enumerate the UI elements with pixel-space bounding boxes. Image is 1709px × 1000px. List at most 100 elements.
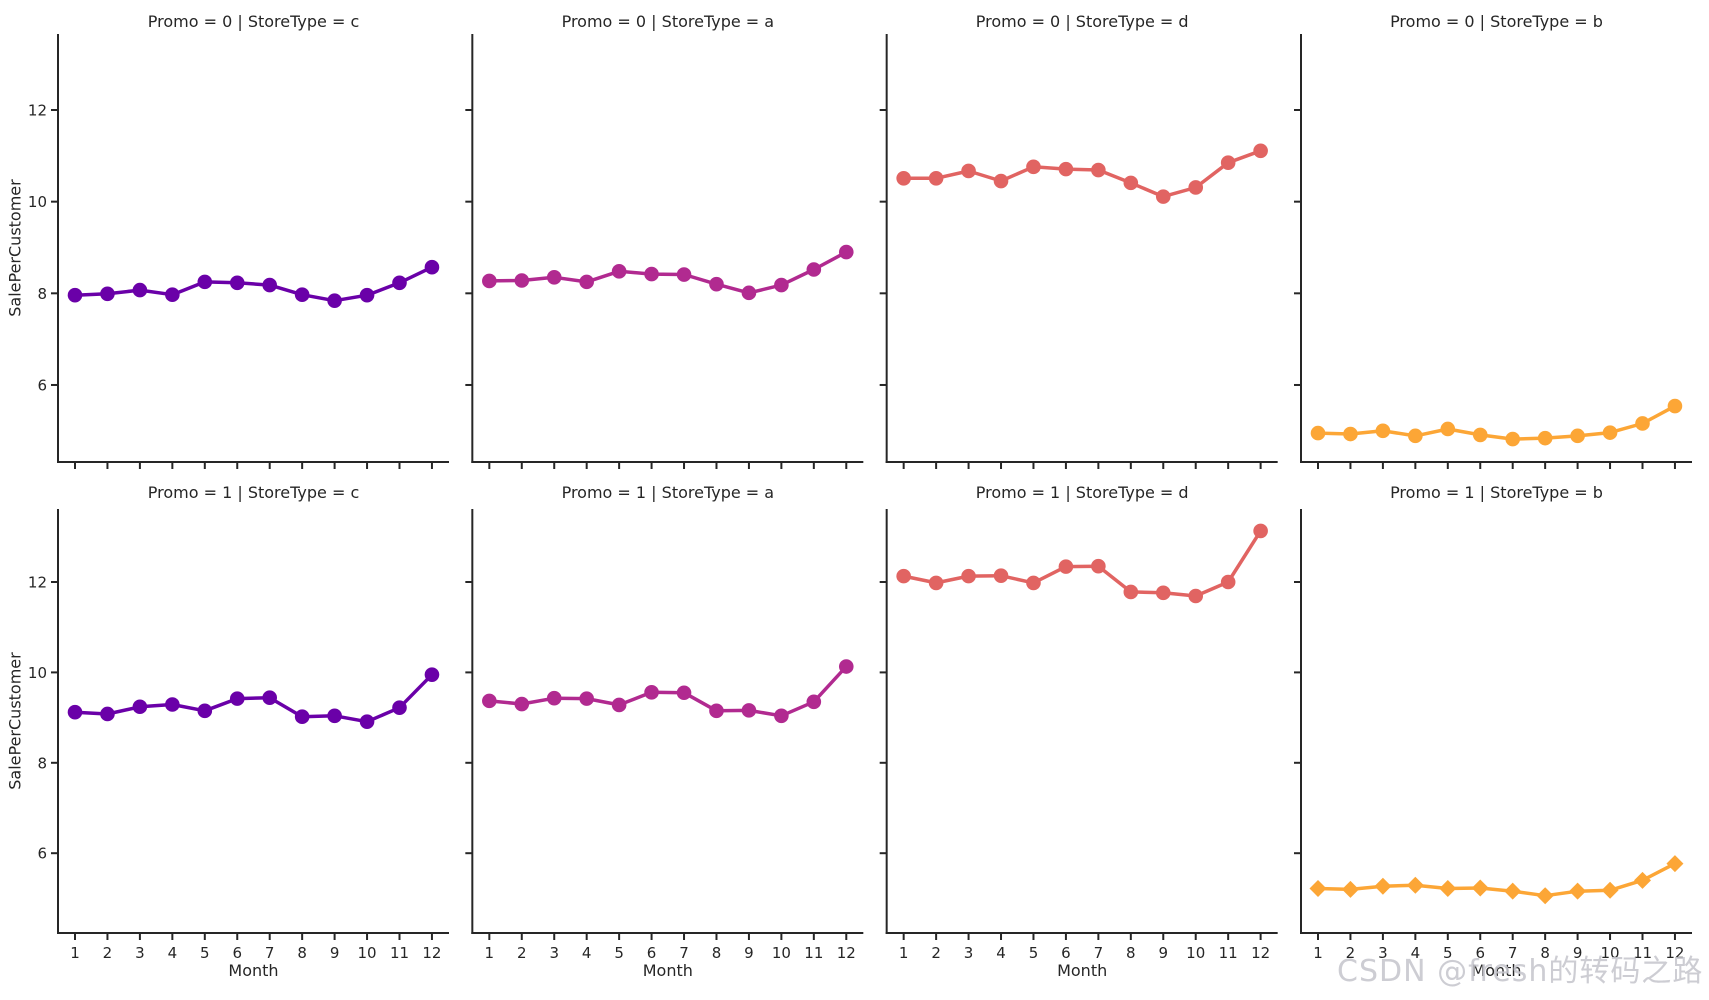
x-tick-label: 1: [899, 944, 909, 962]
data-point-marker: [1220, 155, 1236, 171]
data-point-marker: [1220, 574, 1236, 590]
y-tick-label: 10: [28, 664, 47, 682]
x-tick-label: 6: [1475, 944, 1485, 962]
x-tick-label: 1: [70, 944, 80, 962]
data-point-marker: [1343, 426, 1358, 442]
data-point-marker: [1408, 428, 1423, 444]
x-tick-label: 6: [1061, 944, 1071, 962]
x-tick-label: 7: [679, 944, 689, 962]
data-point-marker: [1091, 162, 1106, 178]
data-point-marker: [1155, 189, 1171, 204]
x-tick-label: 9: [1158, 944, 1168, 962]
data-point-marker: [741, 703, 757, 718]
data-point-marker: [1505, 431, 1520, 447]
data-point-marker: [1155, 585, 1171, 601]
x-tick-label: 1: [485, 944, 495, 962]
facet-title-promo0-storetype-a: Promo = 0 | StoreType = a: [561, 12, 775, 31]
data-point-marker: [514, 696, 530, 712]
y-tick-label: 12: [28, 102, 47, 120]
x-tick-label: 7: [1508, 944, 1518, 962]
data-point-marker: [1253, 143, 1268, 159]
series-line: [487, 250, 849, 295]
x-tick-label: 1: [1313, 944, 1323, 962]
data-point-marker: [676, 267, 692, 282]
data-point-marker: [229, 275, 245, 291]
data-point-marker: [1123, 175, 1139, 191]
x-tick-label: 12: [1251, 944, 1270, 962]
y-axis-label-row1: SalePerCustomer: [5, 652, 25, 790]
data-point-marker: [1375, 423, 1391, 439]
data-point-marker: [392, 700, 407, 715]
data-point-marker: [1188, 588, 1204, 604]
data-point-marker: [1440, 421, 1456, 437]
data-point-marker: [928, 170, 944, 186]
data-point-marker: [1504, 882, 1522, 900]
x-tick-label: 11: [390, 944, 409, 962]
y-axis-label-row0: SalePerCustomer: [5, 179, 25, 317]
x-tick-label: 8: [1540, 944, 1550, 962]
y-tick-label: 6: [37, 376, 47, 394]
x-tick-label: 12: [422, 944, 441, 962]
data-point-marker: [611, 697, 627, 713]
data-point-marker: [327, 293, 342, 308]
data-point-marker: [327, 708, 342, 724]
x-tick-label: 5: [614, 944, 624, 962]
data-point-marker: [961, 568, 976, 584]
csdn-watermark: CSDN @fresh的转码之路: [1337, 954, 1704, 989]
x-axis-label-col1: Month: [642, 961, 693, 980]
data-point-marker: [1253, 523, 1268, 539]
x-tick-label: 8: [712, 944, 722, 962]
data-point-marker: [1666, 855, 1684, 873]
data-point-marker: [546, 690, 562, 706]
data-point-marker: [546, 269, 562, 285]
data-point-marker: [709, 276, 724, 292]
x-tick-label: 4: [168, 944, 178, 962]
data-point-marker: [709, 703, 724, 719]
y-tick-label: 6: [37, 845, 47, 863]
data-point-marker: [359, 714, 375, 729]
data-point-marker: [1374, 877, 1392, 895]
x-tick-label: 12: [1665, 944, 1684, 962]
x-tick-label: 4: [582, 944, 592, 962]
data-point-marker: [1537, 430, 1553, 446]
data-point-marker: [741, 285, 757, 301]
x-tick-label: 9: [1573, 944, 1583, 962]
data-point-marker: [424, 667, 440, 682]
y-tick-label: 8: [37, 285, 47, 303]
series-line: [487, 664, 849, 718]
x-tick-label: 9: [744, 944, 754, 962]
data-point-marker: [392, 275, 407, 291]
x-tick-label: 4: [1411, 944, 1421, 962]
data-point-marker: [132, 282, 148, 298]
facet-title-promo1-storetype-d: Promo = 1 | StoreType = d: [975, 483, 1189, 502]
x-tick-label: 4: [996, 944, 1006, 962]
data-point-marker: [165, 697, 180, 712]
x-tick-label: 3: [549, 944, 559, 962]
data-point-marker: [1536, 887, 1554, 905]
data-point-marker: [1667, 398, 1683, 414]
x-tick-label: 3: [1378, 944, 1388, 962]
data-point-marker: [676, 685, 692, 701]
data-point-marker: [294, 287, 310, 302]
data-point-marker: [359, 287, 375, 303]
facet-title-promo0-storetype-d: Promo = 0 | StoreType = d: [975, 12, 1189, 31]
data-point-marker: [1123, 584, 1139, 600]
data-point-marker: [100, 706, 115, 722]
x-tick-label: 6: [232, 944, 242, 962]
x-tick-label: 10: [1186, 944, 1205, 962]
x-tick-label: 7: [265, 944, 275, 962]
data-point-marker: [1635, 416, 1650, 431]
data-point-marker: [1309, 879, 1327, 897]
data-point-marker: [424, 259, 440, 275]
series-line: [901, 149, 1263, 199]
data-point-marker: [514, 273, 530, 288]
data-point-marker: [1058, 161, 1074, 177]
data-point-marker: [896, 170, 911, 186]
x-axis-label-col3: Month: [1471, 961, 1522, 980]
data-point-marker: [482, 693, 497, 709]
data-point-marker: [1026, 159, 1041, 175]
series-line: [1316, 404, 1677, 441]
data-point-marker: [67, 704, 83, 720]
